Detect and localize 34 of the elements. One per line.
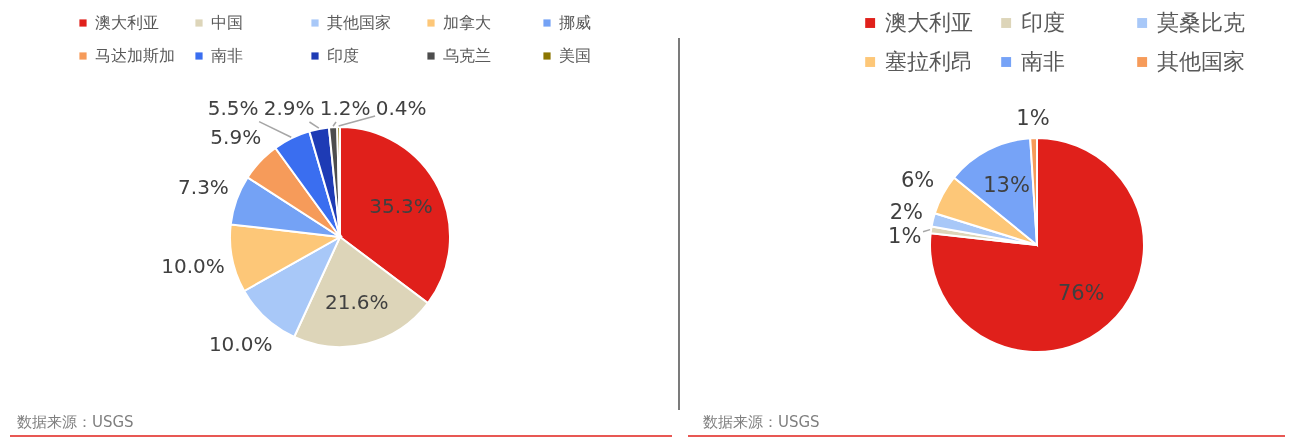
data-label: 2.9%: [263, 96, 315, 120]
data-label: 13%: [983, 173, 1030, 198]
data-label: 7.3%: [178, 175, 229, 200]
legend-label: 其他国家: [1157, 49, 1246, 74]
data-label: 6%: [900, 168, 935, 193]
data-label: 10.0%: [208, 331, 273, 356]
legend-label: 加拿大: [443, 13, 491, 32]
legend-label: 南非: [211, 46, 243, 65]
legend-label: 乌克兰: [443, 46, 491, 65]
legend-label: 塞拉利昂: [885, 49, 974, 74]
data-label: 35.3%: [369, 193, 433, 218]
data-label: 5.5%: [207, 96, 259, 120]
legend-label: 印度: [327, 46, 359, 65]
legend-label: 莫桑比克: [1157, 10, 1246, 35]
source-note: 数据来源：USGS: [17, 413, 134, 431]
legend-label: 中国: [211, 13, 243, 32]
data-label: 1%: [1016, 106, 1050, 131]
data-label: 76%: [1057, 281, 1105, 306]
source-note: 数据来源：USGS: [703, 413, 820, 431]
data-label: 5.9%: [210, 125, 262, 150]
data-label: 1%: [888, 224, 922, 249]
legend-label: 其他国家: [327, 13, 391, 32]
legend-label: 挪威: [559, 13, 591, 32]
data-label: 2%: [889, 200, 924, 225]
legend-label: 澳大利亚: [95, 13, 159, 32]
data-label: 10.0%: [161, 253, 225, 278]
legend-label: 美国: [559, 46, 591, 65]
data-label: 21.6%: [324, 290, 389, 315]
data-label: 1.2%: [319, 96, 371, 120]
legend-label: 印度: [1021, 10, 1066, 35]
legend-label: 澳大利亚: [885, 10, 974, 35]
legend-label: 南非: [1021, 49, 1066, 74]
data-label: 0.4%: [375, 96, 427, 120]
legend-label: 马达加斯加: [95, 46, 175, 65]
